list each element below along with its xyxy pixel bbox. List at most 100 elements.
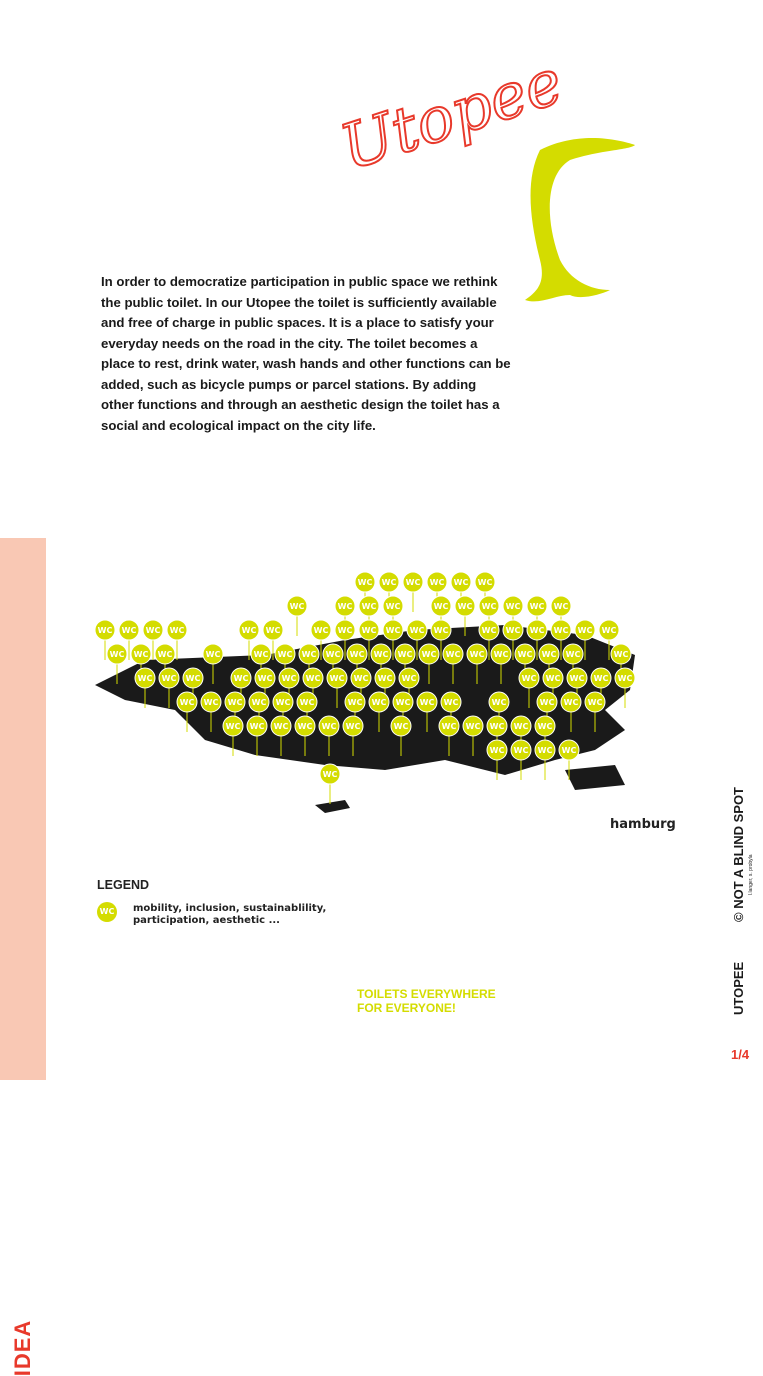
wc-pin: WC [350,667,372,708]
wc-pin-label: WC [430,578,445,587]
wc-pin: WC [286,595,308,636]
sidebar-band: IDEA [0,538,46,1376]
wc-pin-label: WC [98,626,113,635]
wc-pin: WC [510,739,532,780]
wc-pin: WC [272,691,294,732]
wc-pin-label: WC [530,626,545,635]
wc-pin: WC [466,643,488,684]
wc-pin-label: WC [282,674,297,683]
wc-pin-label: WC [492,698,507,707]
wc-pin-label: WC [374,650,389,659]
wc-pin: WC [438,715,460,756]
wc-pin-label: WC [254,650,269,659]
wc-pin-label: WC [278,650,293,659]
wc-pin: WC [322,643,344,684]
wc-pin-label: WC [358,578,373,587]
wc-pin-label: WC [506,602,521,611]
wc-pin-label: WC [578,626,593,635]
wc-pin-label: WC [346,722,361,731]
wc-pin-label: WC [186,674,201,683]
wc-pin-label: WC [234,674,249,683]
wc-pin-label: WC [386,626,401,635]
wc-pin-label: WC [122,626,137,635]
wc-pin-label: WC [323,770,338,779]
wc-pin: WC [462,715,484,756]
wc-pin-label: WC [162,674,177,683]
wc-pin: WC [318,715,340,756]
wc-pin-label: WC [362,602,377,611]
wc-pin-label: WC [274,722,289,731]
copyright: © NOT A BLIND SPOT [731,786,746,922]
wc-pin-label: WC [514,722,529,731]
wc-pin: WC [134,667,156,708]
wc-pin: WC [478,619,500,660]
wc-pin: WC [514,643,536,684]
wc-pin-label: WC [252,698,267,707]
wc-pin: WC [558,739,580,780]
wc-pin: WC [346,643,368,684]
wc-pin-label: WC [410,626,425,635]
wc-pin-label: WC [566,650,581,659]
wc-pin: WC [358,619,380,660]
wc-pin-label: WC [290,602,305,611]
wc-pin: WC [502,619,524,660]
slogan: TOILETS EVERYWHERE FOR EVERYONE! [357,987,496,1015]
wc-pin: WC [94,619,116,660]
wc-pin: WC [416,691,438,732]
wc-pin: WC [270,715,292,756]
wc-pin: WC [246,715,268,756]
wc-pin-label: WC [338,626,353,635]
wc-pin-label: WC [458,602,473,611]
wc-pin: WC [560,691,582,732]
wc-pin: WC [442,643,464,684]
wc-pin-icon: WC [97,902,117,922]
wc-pin-label: WC [146,626,161,635]
authors: l.langer, s. probyla [748,854,754,895]
wc-pin-label: WC [554,626,569,635]
wc-pin: WC [418,643,440,684]
legend-text: mobility, inclusion, sustainablility, pa… [133,903,327,926]
wc-pin: WC [440,691,462,732]
wc-pin-label: WC [506,626,521,635]
wc-pin-label: WC [594,674,609,683]
wc-pin-label: WC [422,650,437,659]
wc-pin: WC [390,715,412,756]
wc-pin: WC [166,619,188,660]
wc-pin-label: WC [482,626,497,635]
wc-pin: WC [454,595,476,636]
wc-pin-label: WC [518,650,533,659]
slogan-line-1: TOILETS EVERYWHERE [357,987,496,1001]
wc-pin-label: WC [434,602,449,611]
wc-pin-label: WC [490,746,505,755]
wc-pin-label: WC [442,722,457,731]
wc-pin-label: WC [542,650,557,659]
wc-pin-label: WC [314,626,329,635]
wc-pin-label: WC [522,674,537,683]
wc-pin-label: WC [266,626,281,635]
description-text: In order to democratize participation in… [101,274,511,433]
wc-pin-label: WC [538,746,553,755]
wc-pin: WC [488,691,510,732]
wc-pin-label: WC [478,578,493,587]
wc-pin-label: WC [454,578,469,587]
wc-pin-label: WC [466,722,481,731]
utopee-logo: Utopee [330,44,660,324]
wc-pin-label: WC [378,674,393,683]
wc-pin: WC [382,619,404,660]
wc-pin-label: WC [562,746,577,755]
wc-pin-label: WC [490,722,505,731]
slogan-line-2: FOR EVERYONE! [357,1001,456,1015]
wc-pin: WC [534,739,556,780]
wc-pin: WC [342,715,364,756]
wc-pin: WC [490,643,512,684]
wc-pin-label: WC [470,650,485,659]
wc-pin: WC [262,619,284,660]
wc-pin-label: WC [170,626,185,635]
wc-pin: WC [202,643,224,684]
wc-pin: WC [200,691,222,732]
wc-pin-label: WC [406,578,421,587]
wc-pin: WC [430,619,452,660]
wc-pin-label: WC [564,698,579,707]
wc-pin-label: WC [554,602,569,611]
wc-pin-label: WC [302,650,317,659]
